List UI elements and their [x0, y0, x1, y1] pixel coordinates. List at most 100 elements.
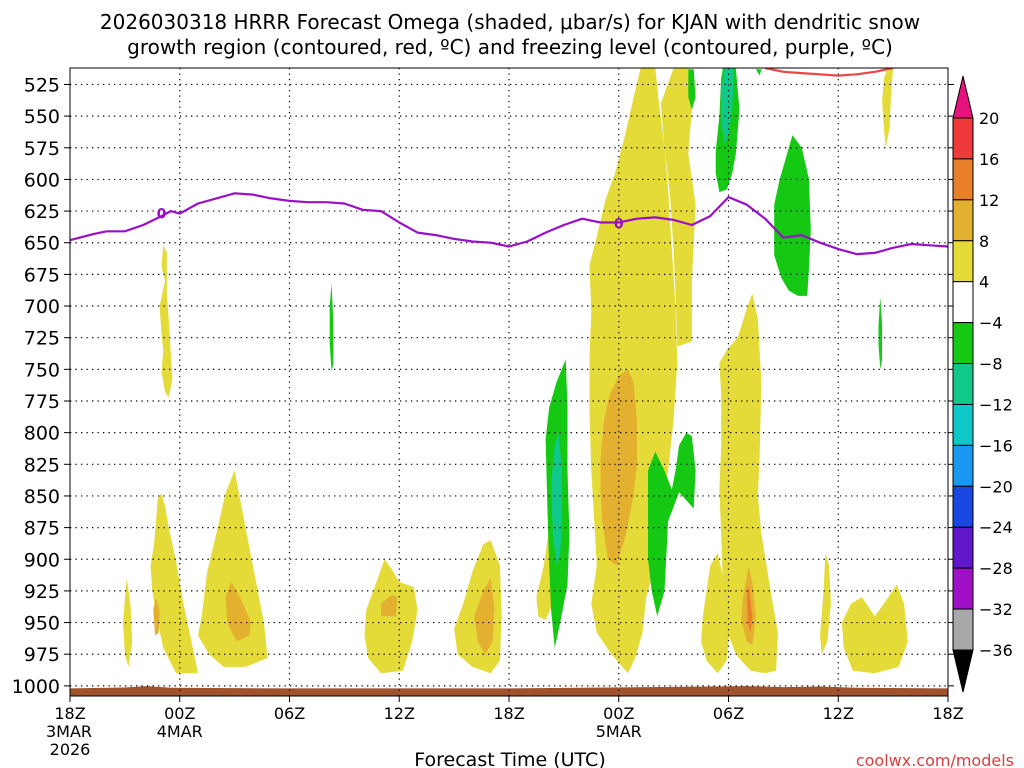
x-tick-date: 5MAR	[596, 722, 642, 741]
dgz-contour-line	[764, 68, 894, 77]
freezing-level-labels: 00	[157, 206, 624, 232]
omega-region-neg4-28	[878, 297, 883, 370]
x-tick-label: 18Z	[932, 704, 963, 723]
y-tick-label: 675	[24, 264, 60, 286]
colorbar-label: 20	[979, 109, 999, 128]
omega-region-pos4-9	[719, 293, 778, 674]
omega-region-pos4-12	[841, 584, 908, 674]
contour-lines	[70, 68, 948, 256]
colorbar-swatch	[952, 158, 974, 201]
omega-shaded-fields	[123, 68, 908, 674]
colorbar-label: −4	[979, 314, 1003, 333]
x-tick-label: 18Z	[493, 704, 524, 723]
x-tick-label: 00Z	[603, 704, 634, 723]
y-tick-label: 950	[24, 613, 60, 635]
y-tick-label: 875	[24, 518, 60, 540]
x-tick-label: 00Z	[164, 704, 195, 723]
colorbar-swatch	[952, 117, 974, 160]
colorbar-label: −20	[979, 477, 1013, 496]
y-tick-label: 925	[24, 581, 60, 603]
y-tick-label: 825	[24, 454, 60, 476]
omega-region-pos4-0	[159, 245, 173, 398]
pressure-axis: 525 550 575 600 625 650 675 700 725 750 775 800 825 8…	[12, 74, 954, 698]
omega-region-pos12-20	[746, 584, 753, 633]
colorbar-swatch	[952, 444, 974, 487]
y-tick-label: 625	[24, 201, 60, 223]
x-tick-label: 12Z	[384, 704, 415, 723]
colorbar-label: −8	[979, 355, 1003, 374]
colorbar-swatch	[952, 485, 974, 528]
y-tick-label: 900	[24, 549, 60, 571]
x-axis-label: Forecast Time (UTC)	[414, 749, 605, 768]
x-tick-year: 2026	[50, 740, 91, 759]
omega-region-pos8-15	[225, 582, 252, 642]
terrain-fill	[70, 686, 948, 696]
chart-title-line2: growth region (contoured, red, ºC) and f…	[127, 35, 893, 59]
y-tick-label: 725	[24, 328, 60, 350]
omega-region-pos4-3	[123, 578, 133, 667]
y-tick-label: 575	[24, 138, 60, 160]
colorbar-label: −32	[979, 600, 1013, 619]
omega-region-pos4-8	[660, 68, 696, 347]
y-tick-label: 525	[24, 74, 60, 96]
colorbar-label: −24	[979, 518, 1013, 537]
x-tick-label: 06Z	[713, 704, 744, 723]
x-tick-date: 4MAR	[157, 722, 203, 741]
y-tick-label: 550	[24, 106, 60, 128]
freezing-level-label: 0	[157, 206, 167, 222]
omega-region-pos8-16	[381, 594, 398, 617]
colorbar-swatch	[952, 526, 974, 569]
colorbar-label: 4	[979, 273, 989, 292]
omega-colorbar: 20 16 12 8 4 −4 −8 −12 −16 −20 −24 −28 −32 −36	[952, 75, 1013, 693]
y-tick-label: 975	[24, 644, 60, 666]
colorbar-label: 8	[979, 232, 989, 251]
colorbar-swatch	[952, 199, 974, 242]
omega-region-pos4-13	[882, 68, 894, 148]
omega-region-pos4-11	[820, 552, 831, 655]
omega-region-pos4-10	[701, 552, 731, 674]
y-tick-label: 650	[24, 233, 60, 255]
x-tick-label: 12Z	[823, 704, 854, 723]
x-tick-label: 18Z	[54, 704, 85, 723]
terrain-strip	[70, 686, 948, 696]
omega-region-neg8-29	[551, 432, 562, 566]
omega-region-pos4-4	[364, 559, 418, 674]
omega-region-pos8-17	[474, 578, 495, 655]
x-tick-date: 3MAR	[46, 722, 92, 741]
omega-region-pos4-2	[198, 470, 268, 667]
watermark: coolwx.com/models	[856, 751, 1014, 768]
omega-region-neg4-32	[755, 69, 762, 76]
omega-region-neg8-30	[721, 68, 734, 144]
colorbar-swatch	[952, 608, 974, 651]
omega-region-neg4-21	[329, 283, 334, 372]
omega-region-neg4-31	[688, 69, 696, 110]
y-tick-label: 600	[24, 169, 60, 191]
dotted-gridlines	[70, 68, 948, 696]
omega-region-pos8-14	[153, 597, 160, 636]
colorbar-label: −12	[979, 395, 1013, 414]
omega-region-neg4-26	[774, 135, 811, 296]
omega-region-pos8-18	[600, 369, 637, 566]
colorbar-swatch	[952, 363, 974, 405]
colorbar-swatch	[952, 403, 974, 446]
freezing-level-label: 0	[614, 216, 624, 232]
colorbar-label: 16	[979, 150, 999, 169]
colorbar-swatch	[952, 322, 974, 365]
y-tick-label: 800	[24, 423, 60, 445]
chart-title-line1: 2026030318 HRRR Forecast Omega (shaded, …	[100, 10, 920, 34]
colorbar-swatch	[952, 240, 974, 283]
omega-region-neg4-23	[648, 432, 696, 617]
x-tick-label: 06Z	[274, 704, 305, 723]
y-tick-label: 750	[24, 359, 60, 381]
omega-region-pos4-1	[150, 493, 198, 674]
freezing-level-line	[70, 192, 948, 256]
colorbar-swatch	[952, 567, 974, 610]
y-tick-label: 850	[24, 486, 60, 508]
colorbar-swatch	[952, 281, 974, 324]
colorbar-label: 12	[979, 191, 999, 210]
colorbar-label: −16	[979, 436, 1013, 455]
colorbar-bottom-arrow	[952, 649, 974, 693]
y-tick-label: 1000	[12, 676, 60, 698]
